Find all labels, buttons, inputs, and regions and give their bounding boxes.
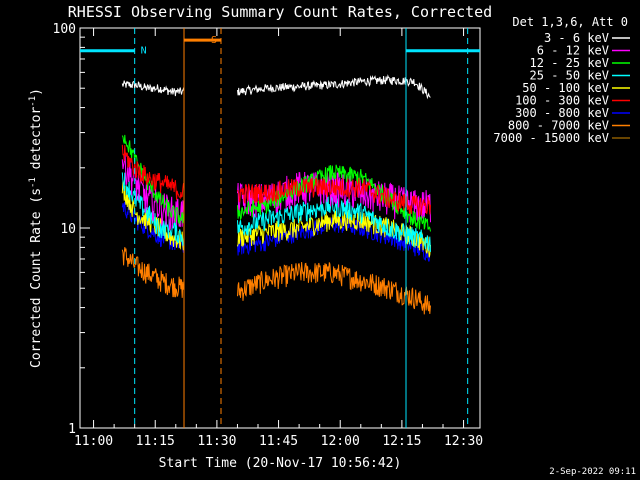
series-line-4-seg-2 bbox=[237, 195, 431, 252]
series-line-4-seg-1 bbox=[121, 172, 185, 246]
series-line-7-seg-2 bbox=[237, 216, 431, 262]
series-line-6-seg-1 bbox=[121, 144, 185, 201]
flag-label-N: N bbox=[141, 46, 147, 57]
legend-label-5: 50 - 100 keV bbox=[522, 81, 609, 95]
x-tick-label-1: 11:00 bbox=[74, 434, 113, 449]
series-line-3-seg-1 bbox=[121, 134, 185, 225]
x-tick-label-4: 11:45 bbox=[259, 434, 298, 449]
timestamp: 2-Sep-2022 09:11 bbox=[549, 467, 636, 477]
flag-layer: NS bbox=[80, 28, 480, 428]
series-line-8-seg-2 bbox=[237, 262, 431, 315]
x-tick-label-5: 12:00 bbox=[321, 434, 360, 449]
data-layer bbox=[121, 74, 431, 315]
y-tick-label-2: 10 bbox=[60, 222, 76, 237]
y-tick-label-3: 100 bbox=[53, 22, 76, 37]
flag-label-S: S bbox=[211, 35, 217, 46]
y-axis-label-sup2: -1 bbox=[28, 96, 38, 107]
series-line-1-seg-2 bbox=[237, 74, 431, 100]
legend-label-6: 100 - 300 keV bbox=[515, 94, 609, 108]
series-line-1-seg-1 bbox=[121, 80, 185, 97]
y-axis-label-part1: Corrected Count Rate (s bbox=[29, 188, 44, 368]
legend-label-7: 300 - 800 keV bbox=[515, 106, 609, 120]
x-tick-label-6: 12:15 bbox=[382, 434, 421, 449]
legend-label-2: 6 - 12 keV bbox=[537, 44, 609, 58]
chart-title: RHESSI Observing Summary Count Rates, Co… bbox=[68, 3, 492, 21]
x-tick-label-7: 12:30 bbox=[444, 434, 483, 449]
y-axis-label-sup1: -1 bbox=[28, 177, 38, 188]
y-tick-label-1: 1 bbox=[68, 422, 76, 437]
series-line-2-seg-1 bbox=[121, 147, 185, 231]
series-line-6-seg-2 bbox=[237, 177, 431, 217]
y-axis-label-part3: ) bbox=[29, 88, 44, 96]
legend-label-1: 3 - 6 keV bbox=[544, 31, 609, 45]
x-tick-label-3: 11:30 bbox=[197, 434, 236, 449]
legend-label-8: 800 - 7000 keV bbox=[508, 119, 609, 133]
tick-layer: 11:00 11:15 11:30 11:45 12:00 12:15 12:30 1 10 10… bbox=[53, 22, 484, 449]
series-line-8-seg-1 bbox=[121, 247, 185, 298]
x-tick-label-2: 11:15 bbox=[136, 434, 175, 449]
legend-label-9: 7000 - 15000 keV bbox=[493, 131, 609, 145]
x-axis-label: Start Time (20-Nov-17 10:56:42) bbox=[159, 456, 402, 471]
y-axis-label-part2: detector bbox=[29, 107, 44, 178]
legend-label-3: 12 - 25 keV bbox=[530, 56, 609, 70]
y-axis-label: Corrected Count Rate (s-1 detector-1) bbox=[28, 88, 44, 368]
legend-title: Det 1,3,6, Att 0 bbox=[512, 15, 628, 29]
legend-label-4: 25 - 50 keV bbox=[530, 69, 609, 83]
plot-area: NS 11:00 11:15 11:30 11:45 12:00 12:15 12:3011… bbox=[53, 22, 484, 449]
